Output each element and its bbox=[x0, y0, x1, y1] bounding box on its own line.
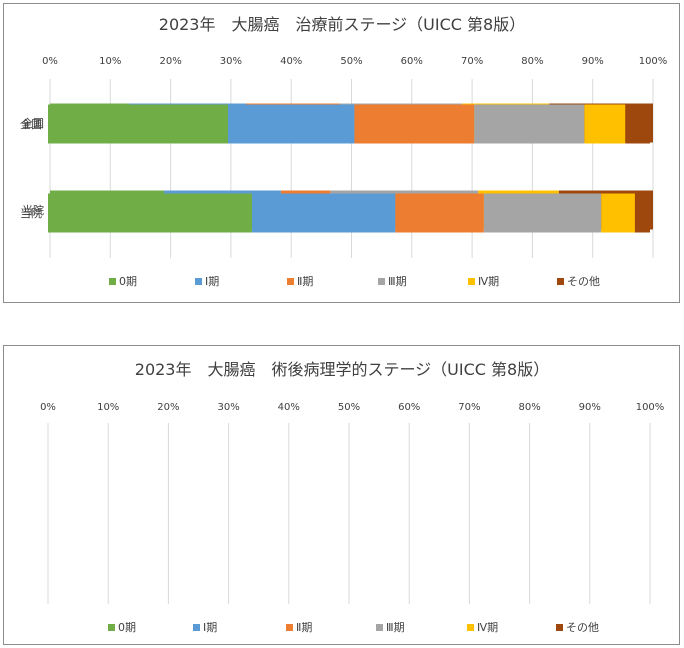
x-tick-label: 10% bbox=[99, 56, 121, 67]
bar-segment bbox=[601, 193, 635, 233]
legend-label: Ⅱ期 bbox=[297, 275, 313, 288]
bar-segment bbox=[395, 193, 484, 233]
x-tick-label: 20% bbox=[157, 402, 179, 413]
x-tick-label: 90% bbox=[579, 402, 601, 413]
category-label: 当院 bbox=[22, 203, 44, 217]
chart-title: 2023年 大腸癌 術後病理学的ステージ（UICC 第8版） bbox=[135, 360, 549, 379]
legend-swatch bbox=[287, 278, 294, 285]
x-tick-label: 0% bbox=[42, 56, 58, 67]
legend-label: 0期 bbox=[118, 621, 136, 634]
legend-label: Ⅰ期 bbox=[203, 621, 217, 634]
category-label: 全国 bbox=[20, 117, 42, 131]
bar-segment bbox=[48, 193, 253, 233]
legend-swatch bbox=[557, 278, 564, 285]
legend-label: Ⅳ期 bbox=[477, 621, 498, 634]
chart-pathological-stage-svg: 2023年 大腸癌 術後病理学的ステージ（UICC 第8版） 0% 10% 20% 3… bbox=[20, 104, 665, 634]
legend-swatch bbox=[376, 624, 383, 631]
legend-swatch bbox=[195, 278, 202, 285]
category-label: 全国 bbox=[22, 116, 44, 130]
x-tick-label: 100% bbox=[636, 402, 665, 413]
x-tick-label: 70% bbox=[458, 402, 480, 413]
legend-swatch bbox=[468, 278, 475, 285]
legend-label: Ⅲ期 bbox=[386, 621, 405, 634]
legend-label: Ⅲ期 bbox=[388, 275, 407, 288]
bar-segment bbox=[354, 104, 475, 144]
legend-swatch bbox=[467, 624, 474, 631]
chart-treatment-stage-svg: 2023年 大腸癌 治療前ステージ（UICC 第8版） 0% 10% 20% 30% 4… bbox=[22, 15, 668, 288]
x-tick-label: 30% bbox=[217, 402, 239, 413]
x-tick-label: 90% bbox=[582, 56, 604, 67]
bar-segment bbox=[634, 193, 650, 233]
bar-segment bbox=[474, 104, 585, 144]
x-tick-label: 0% bbox=[40, 402, 56, 413]
bar-segment bbox=[48, 104, 228, 144]
bar-segment bbox=[625, 104, 650, 144]
legend-swatch bbox=[286, 624, 293, 631]
x-tick-label: 30% bbox=[220, 56, 242, 67]
x-tick-label: 80% bbox=[521, 56, 543, 67]
legend-swatch bbox=[109, 278, 116, 285]
legend-label: その他 bbox=[566, 621, 599, 634]
legend-swatch bbox=[556, 624, 563, 631]
legend-swatch bbox=[108, 624, 115, 631]
legend-swatch bbox=[193, 624, 200, 631]
x-tick-label: 60% bbox=[398, 402, 420, 413]
x-tick-label: 50% bbox=[340, 56, 362, 67]
legend-label: Ⅳ期 bbox=[478, 275, 499, 288]
legend-label: 0期 bbox=[119, 275, 137, 288]
chart-title: 2023年 大腸癌 治療前ステージ（UICC 第8版） bbox=[159, 15, 525, 34]
legend-swatch bbox=[378, 278, 385, 285]
chart-pathological-stage: 2023年 大腸癌 術後病理学的ステージ（UICC 第8版） 0% 10% 20% 3… bbox=[3, 104, 680, 645]
legend-label: その他 bbox=[567, 275, 600, 288]
x-tick-label: 70% bbox=[461, 56, 483, 67]
x-tick-label: 50% bbox=[338, 402, 360, 413]
x-tick-label: 20% bbox=[159, 56, 181, 67]
x-tick-label: 60% bbox=[401, 56, 423, 67]
bar-segment bbox=[584, 104, 626, 144]
bar-segment bbox=[252, 193, 396, 233]
bar-segment bbox=[483, 193, 602, 233]
x-tick-label: 80% bbox=[518, 402, 540, 413]
x-tick-label: 40% bbox=[280, 56, 302, 67]
bar-segment bbox=[227, 104, 355, 144]
chart-treatment-stage: 2023年 大腸癌 治療前ステージ（UICC 第8版） 0% 10% 20% 30% 4… bbox=[3, 3, 680, 303]
x-tick-label: 100% bbox=[639, 56, 668, 67]
legend-label: Ⅱ期 bbox=[296, 621, 312, 634]
x-tick-label: 10% bbox=[97, 402, 119, 413]
legend-label: Ⅰ期 bbox=[205, 275, 219, 288]
category-label: 当院 bbox=[20, 206, 42, 220]
x-tick-label: 40% bbox=[278, 402, 300, 413]
